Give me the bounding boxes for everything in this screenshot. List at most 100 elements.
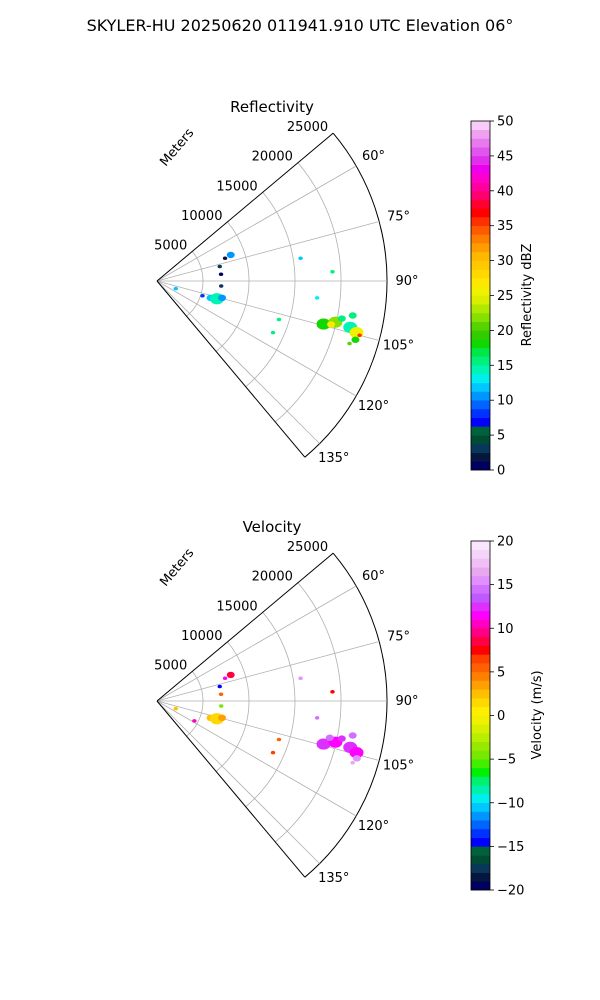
radar-echo: [330, 270, 335, 274]
colorbar-swatch: [471, 767, 490, 777]
colorbar-swatch: [471, 199, 490, 209]
radar-echo: [192, 719, 197, 723]
colorbar-swatch: [471, 208, 490, 218]
colorbar-swatch: [471, 828, 490, 838]
colorbar-swatch: [471, 636, 490, 646]
colorbar-swatch: [471, 304, 490, 314]
radar-echo: [325, 734, 334, 741]
colorbar-swatch: [471, 391, 490, 401]
azimuth-tick-label: 75°: [387, 629, 410, 644]
radar-echo: [351, 336, 360, 343]
colorbar-tick-label: 15: [497, 359, 514, 374]
radar-echo: [222, 256, 228, 260]
colorbar-swatch: [471, 400, 490, 410]
colorbar-swatch: [471, 706, 490, 716]
range-axis-label: Meters: [157, 126, 197, 170]
colorbar-swatch: [471, 382, 490, 392]
colorbar-swatch: [471, 715, 490, 725]
colorbar-tick-label: 0: [497, 709, 505, 724]
colorbar-swatch: [471, 724, 490, 734]
azimuth-gridline: [156, 700, 380, 761]
colorbar-swatch: [471, 121, 490, 131]
azimuth-gridline: [156, 280, 357, 397]
azimuth-tick-label: 120°: [358, 819, 389, 834]
colorbar-swatch: [471, 312, 490, 322]
range-tick-label: 10000: [181, 209, 222, 224]
colorbar-swatch: [471, 645, 490, 655]
azimuth-tick-label: 105°: [383, 339, 414, 354]
azimuth-tick-label: 60°: [362, 149, 385, 164]
colorbar-swatch: [471, 663, 490, 673]
radar-echo: [270, 750, 276, 755]
colorbar-swatch: [471, 541, 490, 551]
azimuth-tick-label: 90°: [395, 274, 418, 289]
radar-echo: [330, 690, 335, 694]
colorbar-swatch: [471, 654, 490, 664]
colorbar-swatch: [471, 602, 490, 612]
colorbar-swatch: [471, 365, 490, 375]
colorbar-tick-label: −20: [497, 884, 524, 899]
colorbar-swatch: [471, 750, 490, 760]
range-tick-label: 5000: [154, 238, 187, 253]
colorbar-swatch: [471, 584, 490, 594]
colorbar-swatch: [471, 435, 490, 445]
azimuth-gridline: [156, 221, 380, 282]
azimuth-gridline: [156, 641, 380, 702]
azimuth-tick-label: 105°: [383, 759, 414, 774]
radar-echo: [347, 341, 352, 346]
sector-edge: [156, 132, 334, 282]
azimuth-gridline: [156, 700, 320, 864]
range-axis-label: Meters: [157, 546, 197, 590]
reflectivity-panel: Reflectivity Meters 5000 10000 15000 20000 2…: [154, 98, 418, 466]
radar-echo: [350, 760, 355, 765]
colorbar-swatch: [471, 698, 490, 708]
azimuth-tick-label: 120°: [358, 399, 389, 414]
colorbar-swatch: [471, 881, 490, 891]
colorbar-swatch: [471, 164, 490, 174]
colorbar-swatch: [471, 872, 490, 882]
colorbar-tick-label: 15: [497, 578, 514, 593]
azimuth-gridline: [156, 165, 357, 282]
range-ring: [304, 552, 388, 878]
radar-echo: [173, 706, 178, 711]
velocity-panel: Velocity Meters 5000 10000 15000 20000 25000…: [154, 518, 418, 886]
velocity-colorbar: Velocity (m/s) −20 −15 −10 −5 0 5 10 15 20: [470, 535, 545, 899]
colorbar-swatch: [471, 286, 490, 296]
colorbar-tick-label: −10: [497, 796, 524, 811]
colorbar-swatch: [471, 138, 490, 148]
colorbar-swatch: [471, 278, 490, 288]
colorbar-swatch: [471, 339, 490, 349]
radar-echo: [219, 704, 224, 708]
colorbar-swatch: [471, 802, 490, 812]
radar-echo: [337, 735, 346, 742]
colorbar-swatch: [471, 820, 490, 830]
colorbar-swatch: [471, 260, 490, 270]
colorbar-swatch: [471, 356, 490, 366]
radar-echo: [276, 737, 282, 742]
panel-title: Velocity: [243, 518, 302, 536]
colorbar-swatch: [471, 452, 490, 462]
radar-echo: [218, 714, 227, 722]
colorbar-tick-label: 20: [497, 535, 514, 550]
range-ring: [245, 192, 296, 388]
radar-echo: [348, 732, 357, 739]
colorbar-swatch: [471, 443, 490, 453]
colorbar-swatch: [471, 251, 490, 261]
colorbar-swatch: [471, 794, 490, 804]
colorbar-swatch: [471, 680, 490, 690]
sector-edge: [156, 280, 306, 458]
radar-echo: [218, 294, 227, 302]
colorbar-tick-label: 25: [497, 289, 514, 304]
radar-echo: [276, 317, 282, 322]
colorbar-tick-label: 30: [497, 254, 514, 269]
colorbar-swatch: [471, 408, 490, 418]
sector-edge: [156, 700, 306, 878]
colorbar-label: Velocity (m/s): [530, 670, 545, 759]
radar-echo: [219, 284, 224, 288]
colorbar-swatch: [471, 182, 490, 192]
azimuth-tick-label: 75°: [387, 209, 410, 224]
radar-echo: [316, 318, 331, 330]
colorbar-swatch: [471, 347, 490, 357]
radar-echo: [173, 286, 178, 291]
colorbar-swatch: [471, 549, 490, 559]
